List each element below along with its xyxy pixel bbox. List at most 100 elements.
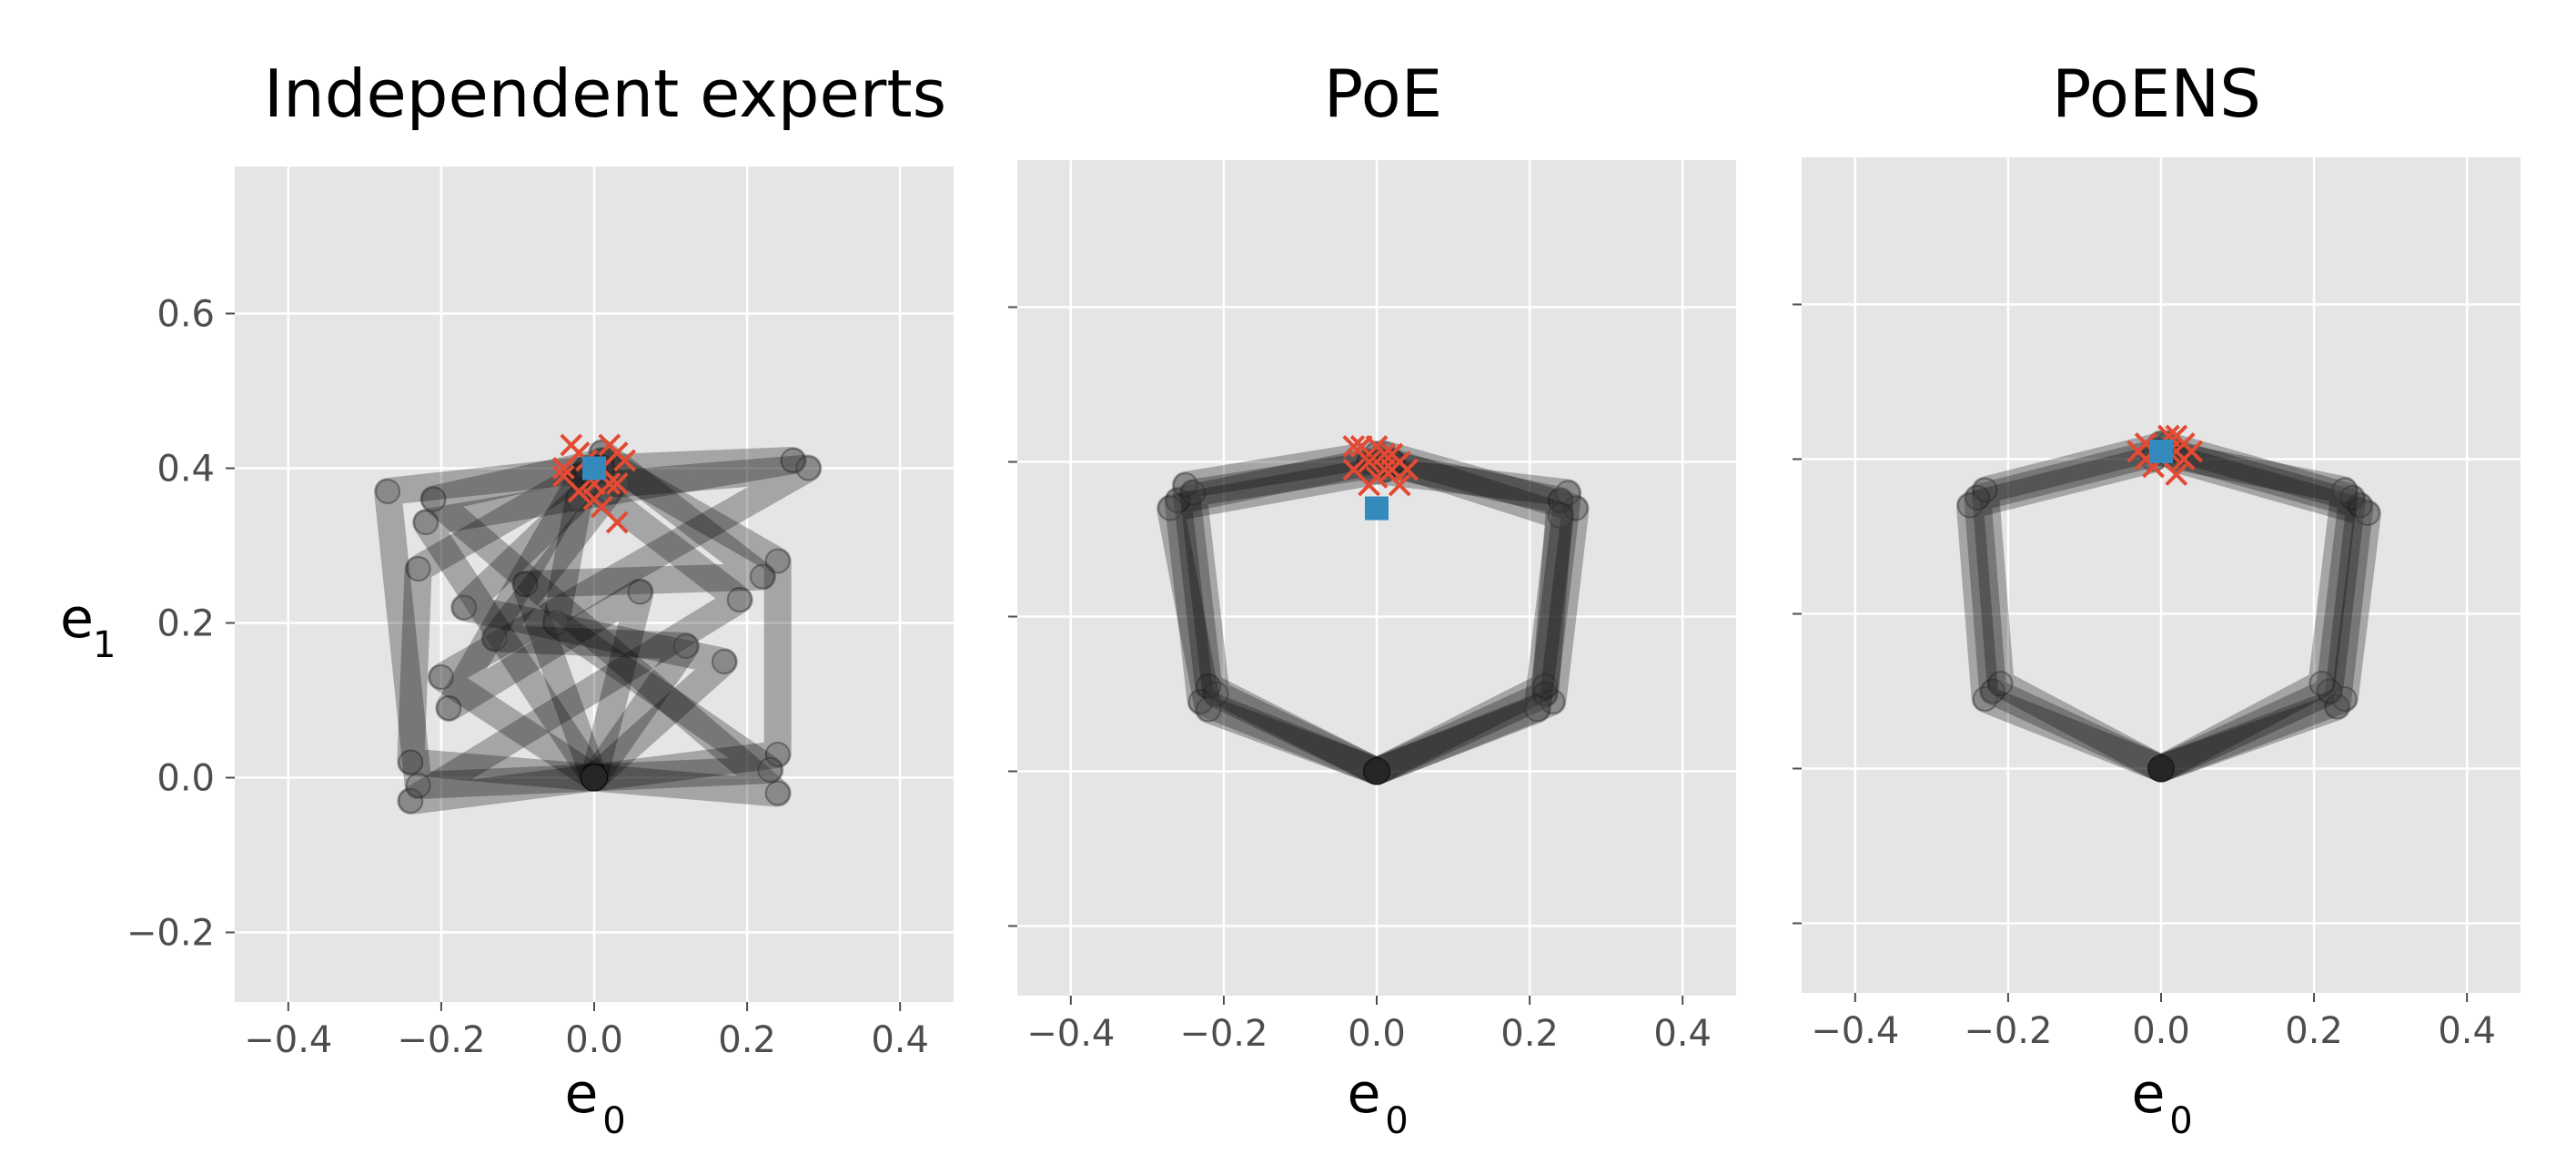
joint-point <box>1956 492 1983 519</box>
joint-point <box>757 757 783 783</box>
joint-point <box>1987 671 2014 696</box>
arm-2 <box>1971 430 2183 783</box>
joint-point <box>1547 503 1573 529</box>
joint-point <box>1562 495 1589 521</box>
arm-1 <box>397 454 608 792</box>
panel-3: −0.4 −0.2 0.0 0.2 0.4 PoENS e 0 <box>1793 56 2520 1142</box>
base-joint <box>581 764 607 791</box>
x-tick-label: 0.0 <box>1348 1013 1406 1055</box>
x-tick-label: 0.2 <box>2285 1010 2343 1052</box>
joint-point <box>2308 671 2335 696</box>
x-axis-label-subscript: 0 <box>1385 1100 1408 1142</box>
x-tick-label: −0.4 <box>1811 1010 1899 1052</box>
arm-2 <box>581 447 792 792</box>
joint-point <box>1196 696 1222 723</box>
joint-point <box>436 695 462 721</box>
joint-point <box>1531 681 1558 707</box>
sample-marker <box>567 480 591 503</box>
joint-point <box>451 594 478 621</box>
joint-point <box>2316 678 2342 704</box>
joint-point <box>1180 480 1207 506</box>
arm-4 <box>1157 456 1399 785</box>
joint-point <box>405 556 431 582</box>
target-marker <box>1365 496 1389 521</box>
x-tick-label: 0.0 <box>2132 1010 2190 1052</box>
x-tick-label: −0.4 <box>244 1019 332 1061</box>
joint-point <box>512 572 539 597</box>
arm-8 <box>435 454 654 792</box>
joint-point <box>405 773 431 798</box>
arm-7 <box>1355 456 1582 785</box>
arm-5 <box>2147 430 2367 783</box>
joint-point <box>1980 678 2006 704</box>
arm-1 <box>1964 438 2175 783</box>
base-joint <box>2148 755 2174 782</box>
joint-point <box>1524 696 1551 723</box>
joint-point <box>2347 492 2373 519</box>
arm-6 <box>2147 445 2381 783</box>
joint-point <box>481 625 508 652</box>
arm-10 <box>541 485 784 792</box>
chart-title: PoE <box>1324 56 1442 132</box>
chart-title: PoENS <box>2052 56 2261 132</box>
chart-title: Independent experts <box>264 56 946 132</box>
joint-point <box>764 548 791 574</box>
joint-point <box>2354 501 2380 526</box>
joint-point <box>428 664 454 690</box>
x-axis-label-subscript: 0 <box>2169 1100 2192 1142</box>
sample-marker <box>2165 463 2188 486</box>
x-tick-label: 0.4 <box>2438 1010 2496 1052</box>
sample-marker <box>2172 432 2196 455</box>
joint-point <box>1972 686 1998 712</box>
joint-point <box>627 579 653 605</box>
arm-12 <box>480 478 700 792</box>
joint-point <box>726 587 753 612</box>
sample-marker <box>1365 435 1389 458</box>
panel-1: −0.4 −0.2 0.0 0.2 0.4 −0.2 0.0 0.2 0.4 0.6 Indepen… <box>60 56 954 1142</box>
y-axis-label: e <box>60 587 94 651</box>
joint-point <box>764 742 791 767</box>
joint-point <box>672 633 699 659</box>
joint-point <box>375 479 401 504</box>
sample-marker <box>1358 473 1381 497</box>
y-tick-label: 0.2 <box>157 603 215 645</box>
arm-11 <box>374 454 616 799</box>
target-marker <box>582 456 606 481</box>
x-axis-label: e <box>565 1062 599 1126</box>
arm-7 <box>2139 438 2359 783</box>
x-tick-label: 0.2 <box>1500 1013 1559 1055</box>
arm-8 <box>1363 448 1574 785</box>
y-tick-label: −0.2 <box>126 913 215 955</box>
joint-point <box>2331 686 2358 712</box>
sample-marker <box>605 441 629 464</box>
joint-point <box>1203 681 1229 707</box>
y-tick-label: 0.6 <box>157 294 215 336</box>
sample-marker <box>1396 458 1419 481</box>
arm-5 <box>397 462 753 815</box>
arm-1 <box>1164 448 1390 785</box>
joint-point <box>542 610 569 636</box>
sample-marker <box>551 457 575 480</box>
y-tick-label: 0.4 <box>157 449 215 491</box>
joint-point <box>795 455 822 481</box>
panel-2: −0.4 −0.2 0.0 0.2 0.4 PoE e 0 <box>1008 56 1736 1142</box>
x-axis-label: e <box>1348 1062 1381 1126</box>
x-tick-label: −0.4 <box>1026 1013 1115 1055</box>
arm-3 <box>1955 445 2175 783</box>
joint-point <box>711 649 737 674</box>
joint-point <box>749 563 775 590</box>
joint-point <box>2331 477 2358 503</box>
sample-marker <box>605 472 629 495</box>
base-joint <box>1364 758 1389 784</box>
joint-point <box>420 486 447 512</box>
arm-6 <box>419 447 792 807</box>
x-tick-label: 0.4 <box>1653 1013 1712 1055</box>
x-tick-label: 0.0 <box>565 1019 623 1061</box>
joint-point <box>2324 693 2350 720</box>
x-tick-label: −0.2 <box>1964 1010 2052 1052</box>
arm-2 <box>1171 440 1390 785</box>
y-tick-label: 0.0 <box>157 758 215 800</box>
joint-point <box>2339 485 2366 511</box>
joint-point <box>398 749 424 775</box>
joint-point <box>1555 480 1581 506</box>
